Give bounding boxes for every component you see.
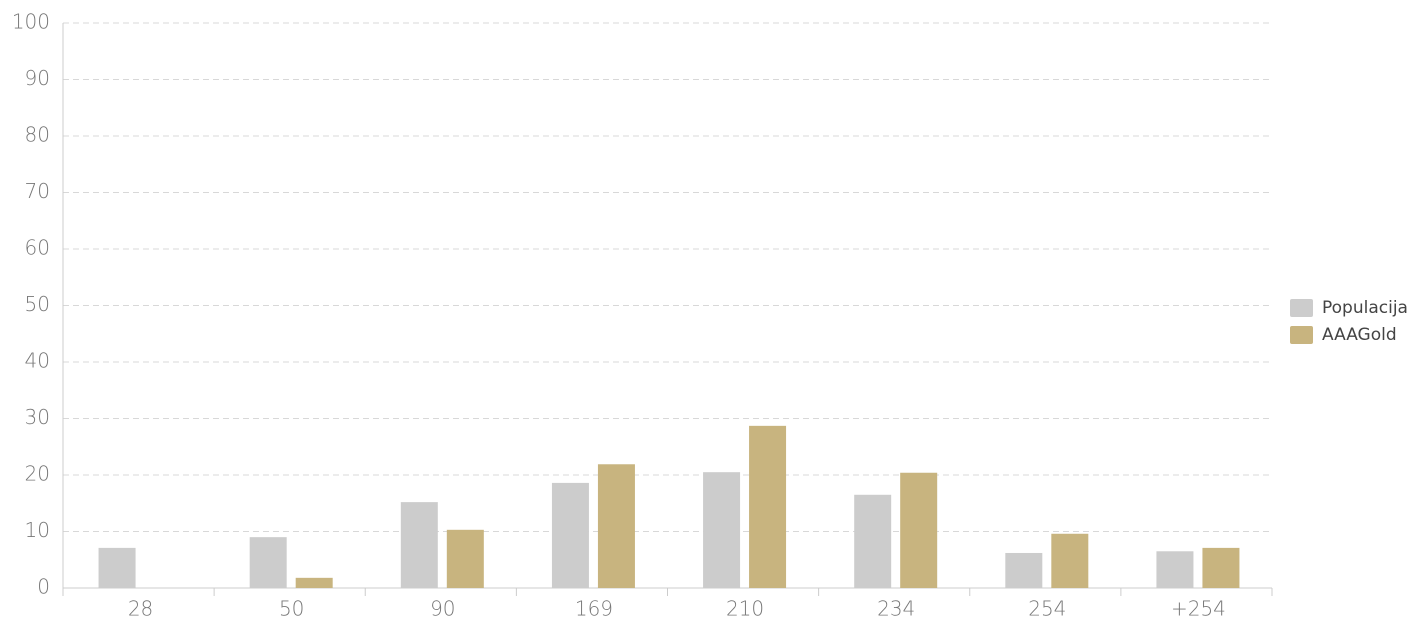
y-tick-label: 90 — [25, 66, 50, 90]
x-tick-label: 169 — [575, 597, 613, 618]
bar — [1005, 552, 1043, 588]
legend-swatch — [1290, 326, 1313, 344]
bar — [597, 464, 635, 588]
y-tick-label: 10 — [25, 518, 50, 542]
y-tick-label: 50 — [25, 292, 50, 316]
bar — [900, 472, 938, 588]
bar — [249, 537, 287, 588]
y-tick-label: 30 — [25, 405, 50, 429]
legend-swatch — [1290, 299, 1313, 317]
y-tick-label: 70 — [25, 179, 50, 203]
legend-label: AAAGold — [1322, 325, 1397, 345]
y-tick-label: 20 — [25, 462, 50, 486]
x-tick-label: 234 — [877, 597, 915, 618]
bar — [703, 472, 741, 588]
legend-label: Populacija — [1322, 298, 1408, 318]
x-tick-label: 28 — [128, 597, 153, 618]
y-tick-label: 100 — [12, 10, 50, 34]
bar — [749, 425, 787, 588]
x-tick-label: 50 — [279, 597, 304, 618]
x-tick-label: 254 — [1028, 597, 1066, 618]
bar — [295, 577, 333, 588]
bar — [854, 494, 892, 588]
y-tick-label: 80 — [25, 123, 50, 147]
bar — [551, 482, 589, 588]
y-tick-label: 60 — [25, 236, 50, 260]
bar — [1156, 551, 1194, 588]
x-tick-label: 210 — [726, 597, 764, 618]
bar — [446, 529, 484, 588]
y-tick-label: 40 — [25, 349, 50, 373]
bar — [400, 502, 438, 588]
y-tick-label: 0 — [37, 575, 50, 599]
x-tick-label: +254 — [1171, 597, 1226, 618]
bar — [1202, 547, 1240, 588]
bar — [98, 547, 136, 588]
bar — [1051, 533, 1089, 588]
x-tick-label: 90 — [430, 597, 455, 618]
